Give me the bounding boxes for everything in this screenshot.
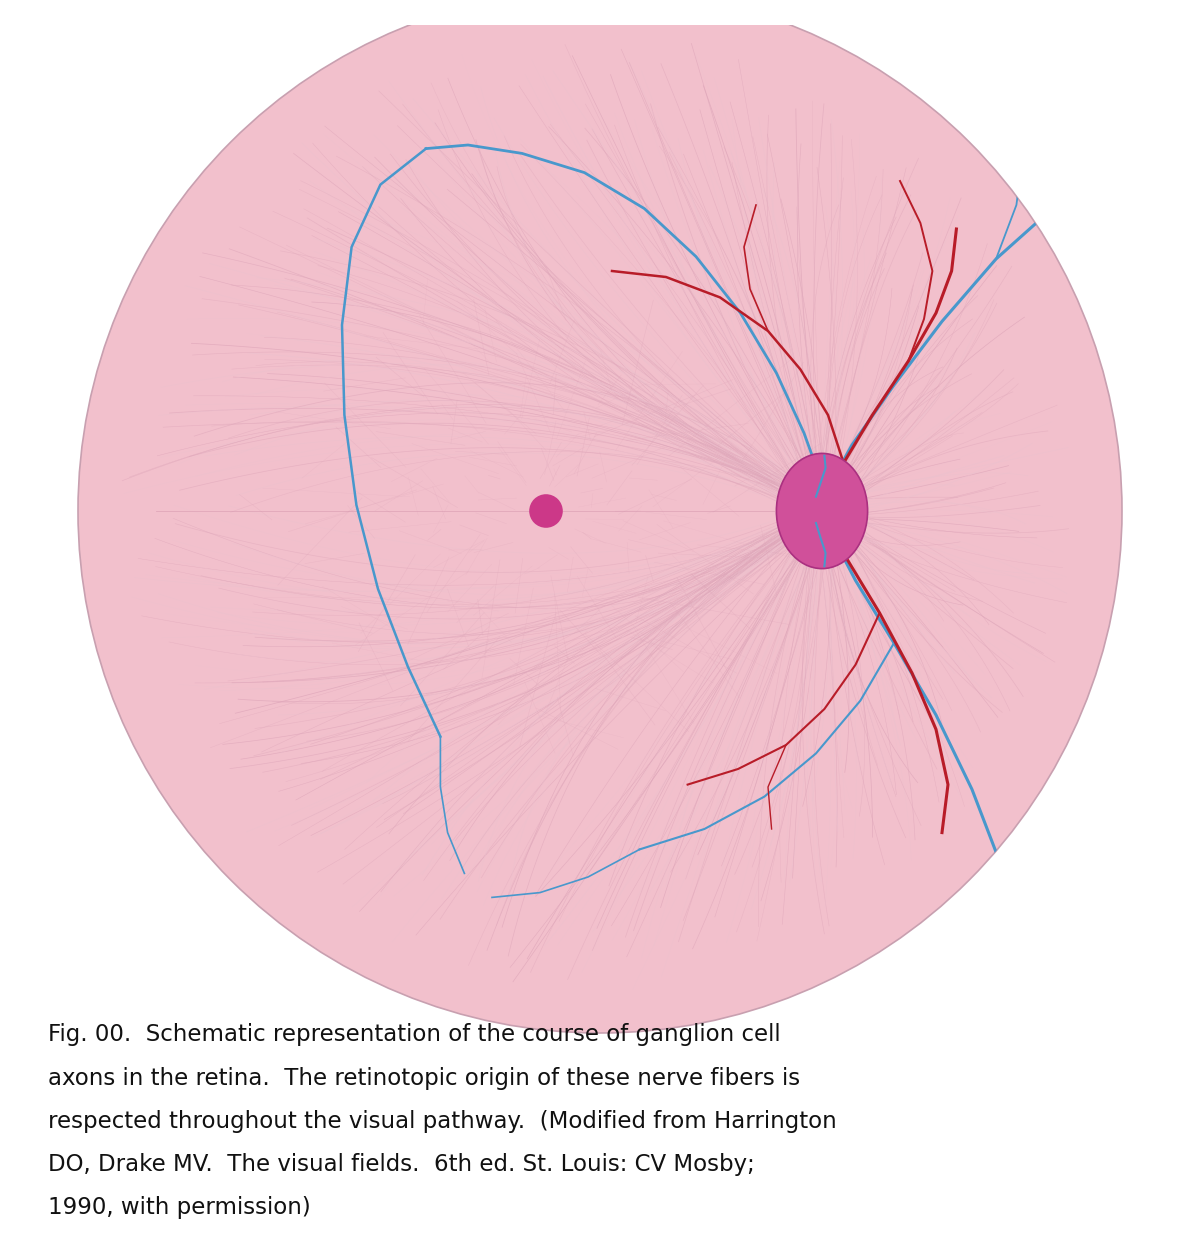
Text: respected throughout the visual pathway.  (Modified from Harrington: respected throughout the visual pathway.… <box>48 1110 836 1132</box>
Text: Fig. 00.  Schematic representation of the course of ganglion cell: Fig. 00. Schematic representation of the… <box>48 1024 781 1046</box>
Text: 1990, with permission): 1990, with permission) <box>48 1196 311 1219</box>
Ellipse shape <box>776 454 868 569</box>
Text: DO, Drake MV.  The visual fields.  6th ed. St. Louis: CV Mosby;: DO, Drake MV. The visual fields. 6th ed.… <box>48 1152 755 1176</box>
Circle shape <box>529 494 563 528</box>
Circle shape <box>78 0 1122 1032</box>
Text: axons in the retina.  The retinotopic origin of these nerve fibers is: axons in the retina. The retinotopic ori… <box>48 1066 800 1090</box>
